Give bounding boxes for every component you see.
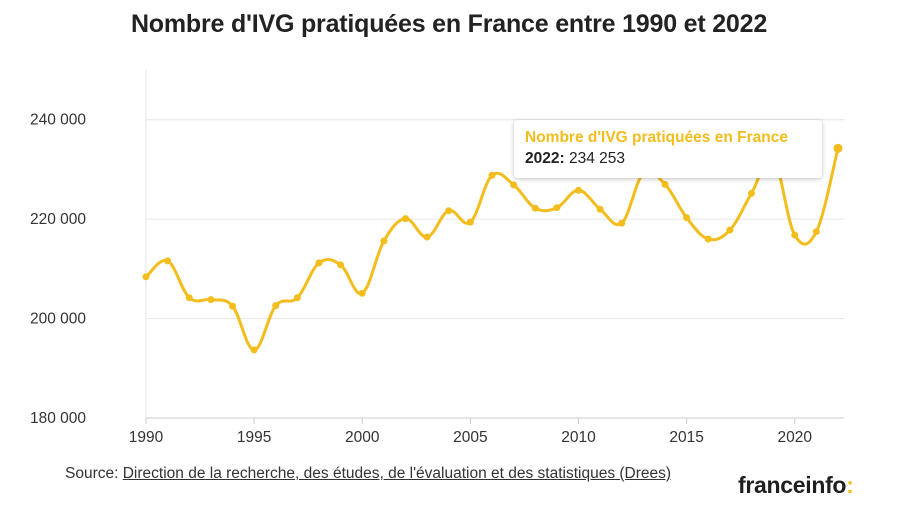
data-point[interactable] [683, 214, 691, 222]
data-point[interactable] [791, 231, 799, 239]
data-point[interactable] [142, 273, 150, 281]
gridlines [145, 70, 844, 418]
data-point[interactable] [833, 143, 843, 153]
x-tick-label: 2005 [453, 429, 487, 446]
logo-text: franceinfo [738, 472, 847, 498]
data-point[interactable] [748, 189, 755, 197]
data-point[interactable] [423, 233, 431, 241]
data-point[interactable] [466, 218, 474, 226]
y-tick-label: 180 000 [30, 410, 86, 427]
data-point[interactable] [402, 215, 409, 223]
x-tick-label: 2020 [778, 429, 813, 446]
data-point[interactable] [164, 257, 172, 265]
x-tick-label: 1990 [129, 429, 164, 446]
tooltip-series-name: Nombre d'IVG pratiquées en France [525, 129, 788, 146]
data-point[interactable] [726, 226, 734, 234]
x-tick-label: 1995 [237, 429, 271, 446]
tooltip-year: 2022: [525, 150, 565, 167]
data-point[interactable] [272, 302, 280, 310]
x-tick-label: 2000 [345, 429, 380, 446]
source-label: Source: [65, 465, 119, 482]
data-point[interactable] [293, 294, 301, 302]
data-point[interactable] [380, 237, 388, 245]
y-tick-label: 240 000 [30, 112, 86, 129]
data-point[interactable] [812, 228, 820, 236]
data-point[interactable] [704, 235, 712, 243]
data-point[interactable] [661, 180, 669, 188]
data-point[interactable] [575, 186, 582, 194]
y-tick-label: 200 000 [30, 311, 86, 328]
x-tick-label: 2015 [669, 429, 703, 446]
data-point[interactable] [358, 289, 366, 297]
tooltip-value-row: 2022: 234 253 [525, 150, 625, 168]
data-point[interactable] [207, 296, 215, 304]
data-point[interactable] [445, 207, 453, 215]
data-point[interactable] [618, 219, 626, 227]
data-point[interactable] [185, 294, 193, 302]
data-point[interactable] [488, 171, 496, 179]
data-point[interactable] [315, 259, 323, 267]
data-point[interactable] [250, 346, 258, 354]
source-note: Source: Direction de la recherche, des é… [65, 463, 725, 484]
data-point[interactable] [229, 302, 236, 310]
chart-title: Nombre d'IVG pratiquées en France entre … [130, 10, 768, 38]
x-tick-label: 2010 [561, 429, 596, 446]
tooltip-value: 234 253 [568, 150, 625, 167]
logo-colon: : [846, 472, 854, 498]
y-axis-labels: 180 000 200 000 220 000 240 000 [30, 112, 86, 427]
data-point[interactable] [510, 181, 518, 189]
source-link[interactable]: Direction de la recherche, des études, d… [122, 465, 672, 482]
data-point[interactable] [337, 261, 345, 269]
franceinfo-logo: franceinfo: [738, 472, 854, 499]
data-points [142, 143, 843, 354]
x-axis: 1990 1995 2000 2005 2010 2015 2020 [129, 417, 844, 446]
y-tick-label: 220 000 [30, 211, 86, 228]
data-point[interactable] [531, 204, 539, 212]
data-tooltip: Nombre d'IVG pratiquées en France 2022: … [514, 120, 822, 178]
data-point[interactable] [553, 204, 561, 212]
data-point[interactable] [596, 205, 604, 213]
